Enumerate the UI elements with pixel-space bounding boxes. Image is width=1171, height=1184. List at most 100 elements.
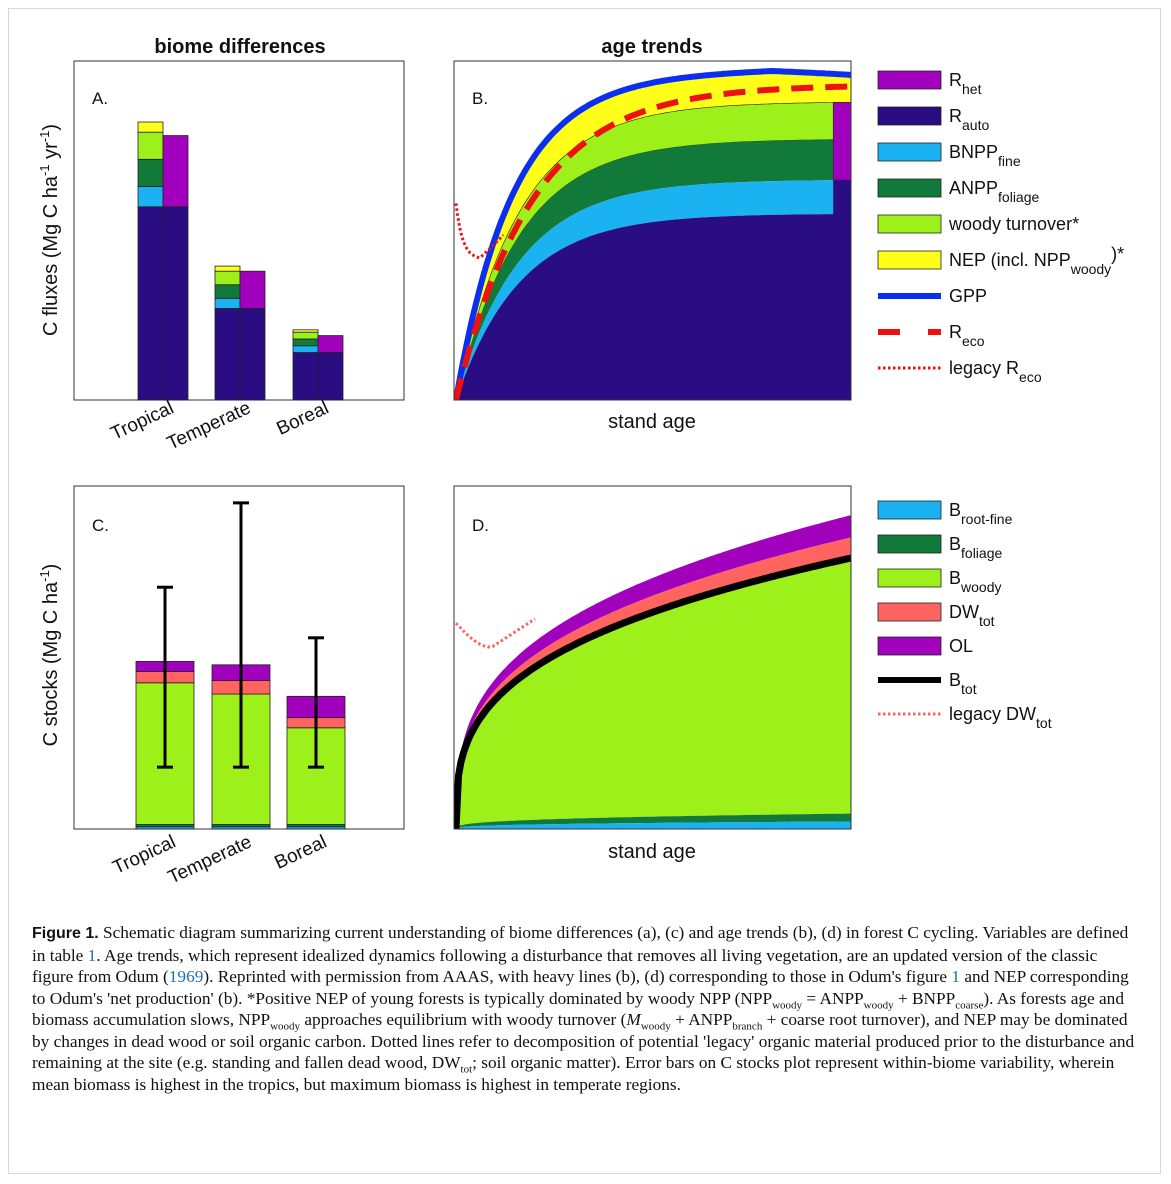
legend-swatch-b-root-fine — [877, 500, 942, 520]
legend-label-legacy-dw: legacy DWtot — [949, 704, 1052, 731]
panel-b-label: B. — [472, 89, 488, 108]
caption-label: Figure 1. — [32, 925, 99, 942]
category-label-c-temperate: Temperate — [165, 831, 255, 888]
legend-swatch-r-het — [877, 70, 942, 90]
area-anpp-foliage — [456, 139, 851, 400]
legend-label-bnpp-fine: BNPPfine — [949, 142, 1021, 169]
legend-label-dw-tot: DWtot — [949, 602, 995, 629]
legend-label-b-foliage: Bfoliage — [949, 534, 1002, 561]
ref-odum-1969[interactable]: 1969 — [168, 967, 204, 986]
legend-item-r-auto: Rauto — [877, 106, 989, 133]
legend-bottom: Broot-fine Bfoliage Bwoody DWtot OL Btot legac… — [877, 500, 1052, 731]
legend-item-woody-turnover: woody turnover* — [877, 214, 1079, 234]
panel-b: B. stand age — [453, 60, 852, 433]
area-r-auto — [456, 213, 851, 400]
legend-item-b-woody: Bwoody — [877, 568, 1001, 595]
legend-swatch-anpp-foliage — [877, 178, 942, 198]
legend-swatch-woody-turnover — [877, 214, 942, 234]
area-r-het — [832, 101, 851, 181]
title-age-trends: age trends — [601, 36, 702, 58]
bar-boreal-right-r-het — [317, 335, 344, 353]
bar-boreal-right-r-auto — [317, 352, 344, 401]
legend-label-b-woody: Bwoody — [949, 568, 1001, 595]
ref-table[interactable]: 1 — [87, 945, 97, 965]
bar-boreal-left-woody-turnover — [292, 331, 319, 340]
area-r-auto-mature — [833, 180, 851, 400]
legend-item-legacy-dw: legacy DWtot — [878, 704, 1052, 731]
legend-swatch-ol — [877, 636, 942, 656]
panel-a-bars — [137, 121, 344, 401]
bar-temperate-left-anpp-foliage — [214, 284, 241, 299]
legend-item-b-root-fine: Broot-fine — [877, 500, 1013, 527]
area-b-root-fine — [456, 821, 851, 829]
legend-label-gpp: GPP — [949, 286, 987, 306]
bar-tropical-left-bnpp-fine — [137, 186, 164, 208]
bar-temperate-left-bnpp-fine — [214, 297, 241, 309]
bar-temperate-left-woody-turnover — [214, 270, 241, 286]
category-label-a-temperate: Temperate — [164, 397, 254, 454]
legend-label-r-het: Rhet — [949, 70, 982, 97]
legend-swatch-r-auto — [877, 106, 942, 126]
panel-d-axes — [453, 485, 852, 830]
legend-swatch-bnpp-fine — [877, 142, 942, 162]
panel-d-areas — [454, 515, 851, 829]
legend-swatch-dw-tot — [877, 602, 942, 622]
legend-item-r-het: Rhet — [877, 70, 982, 97]
category-label-c-boreal: Boreal — [271, 831, 330, 873]
area-ol — [456, 515, 851, 829]
area-nep — [456, 71, 851, 400]
category-label-a-boreal: Boreal — [273, 397, 332, 439]
bar-temperate-left-r-auto — [214, 308, 241, 401]
bar-boreal-left-bnpp-fine — [292, 345, 319, 353]
legend-label-r-auto: Rauto — [949, 106, 989, 133]
legend-item-gpp: GPP — [878, 286, 987, 306]
figure-frame — [8, 8, 1161, 1174]
bar-tropical-left-nep — [137, 121, 164, 133]
legend-label-ol: OL — [949, 636, 973, 656]
bar-boreal-left-nep — [292, 329, 319, 333]
legend-label-legacy: legacy Reco — [949, 358, 1042, 385]
legend-item-nep: NEP (incl. NPPwoody)* — [877, 244, 1124, 277]
legend-swatch-b-foliage — [877, 534, 942, 554]
legend-item-dw-tot: DWtot — [877, 602, 995, 629]
bar-temperate-left-nep — [214, 265, 241, 272]
panel-b-axes — [453, 60, 852, 401]
area-b-woody — [456, 558, 851, 829]
figure-caption: Figure 1. Schematic diagram summarizing … — [32, 923, 1135, 1094]
legend-label-b-tot: Btot — [949, 670, 977, 697]
legend-label-r-eco: Reco — [949, 322, 985, 349]
bar-boreal-left-r-auto — [292, 352, 319, 401]
panel-d: D. stand age — [453, 485, 852, 863]
panel-d-xlabel: stand age — [608, 841, 696, 863]
bar-temperate-right-r-het — [239, 270, 266, 309]
panel-b-xlabel: stand age — [608, 411, 696, 433]
panel-c-label: C. — [92, 516, 109, 535]
line-gpp — [454, 67, 851, 400]
bar-tropical-right-r-auto — [162, 206, 189, 401]
error-bar-boreal — [308, 636, 324, 769]
legend-item-anpp-foliage: ANPPfoliage — [877, 178, 1040, 205]
ref-figure[interactable]: 1 — [951, 967, 960, 986]
error-bar-tropical — [157, 585, 173, 769]
panel-d-label: D. — [472, 516, 489, 535]
legend-label-woody-turnover: woody turnover* — [948, 214, 1079, 234]
legend-item-legacy: legacy Reco — [878, 358, 1042, 385]
line-b-tot — [454, 554, 851, 829]
bar-tropical-left-woody-turnover — [137, 131, 164, 160]
legend-item-ol: OL — [877, 636, 973, 656]
legend-swatch-nep — [877, 250, 942, 270]
legend-label-nep: NEP (incl. NPPwoody)* — [949, 244, 1124, 277]
bar-tropical-left-anpp-foliage — [137, 158, 164, 187]
figure-canvas: biome differences age trends A. Tropical… — [37, 36, 1124, 888]
bar-tropical-left-r-auto — [137, 206, 164, 401]
bar-tropical-right-r-het — [162, 135, 189, 208]
legend-item-bnpp-fine: BNPPfine — [877, 142, 1021, 169]
bar-temperate-right-r-auto — [239, 308, 266, 401]
error-bar-temperate — [233, 501, 249, 769]
panel-b-areas — [454, 67, 851, 400]
area-b-foliage — [456, 813, 851, 829]
